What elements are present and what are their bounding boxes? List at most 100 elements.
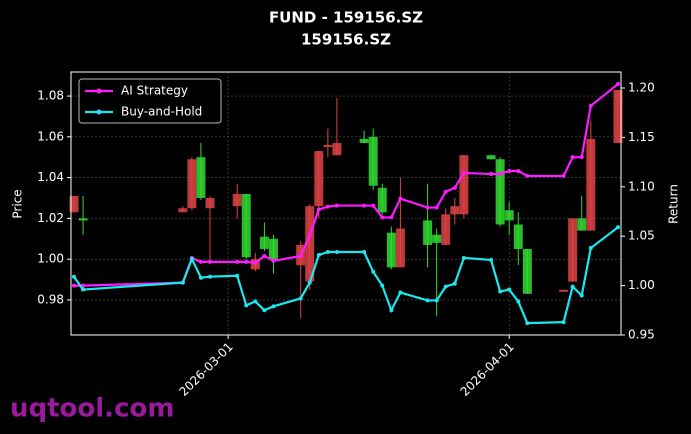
- candle-body: [205, 197, 215, 209]
- return-point: [371, 203, 376, 208]
- return-point: [525, 173, 530, 178]
- candle-body: [259, 236, 269, 249]
- candle-body: [459, 155, 469, 215]
- return-point: [262, 308, 267, 313]
- plot-frame: [70, 71, 622, 336]
- legend-marker: [96, 109, 102, 115]
- candle-body: [69, 195, 79, 213]
- return-point: [398, 196, 403, 201]
- return-point: [588, 246, 593, 251]
- return-point: [452, 185, 457, 190]
- return-point: [208, 259, 212, 264]
- return-point: [198, 259, 203, 264]
- x-tick-label: 2026-04-01: [458, 340, 517, 399]
- return-point: [235, 259, 240, 264]
- return-point: [262, 253, 267, 258]
- return-point: [588, 103, 593, 108]
- return-point: [235, 273, 240, 278]
- candle-body: [613, 89, 623, 143]
- return-point: [380, 283, 385, 288]
- return-point: [180, 280, 185, 285]
- return-point: [253, 260, 258, 265]
- legend-label: AI Strategy: [121, 84, 188, 98]
- return-point: [570, 284, 575, 289]
- return-point: [616, 225, 620, 230]
- candle-body: [386, 232, 396, 268]
- candle-body: [568, 218, 578, 282]
- return-point: [516, 168, 521, 173]
- return-point: [616, 82, 620, 87]
- return-line: [73, 226, 619, 325]
- return-point: [507, 287, 512, 292]
- return-point: [198, 275, 203, 280]
- return-point: [516, 299, 521, 304]
- return-point: [389, 308, 394, 313]
- candle-body: [332, 142, 342, 156]
- candle-body: [305, 206, 315, 282]
- return-point: [425, 298, 430, 303]
- y2-tick-label: 0.95: [628, 328, 655, 342]
- return-point: [425, 205, 430, 210]
- return-point: [461, 255, 466, 260]
- candle-body: [395, 228, 405, 268]
- candle-body: [359, 138, 369, 143]
- return-point: [371, 269, 376, 274]
- return-point: [189, 256, 194, 261]
- return-point: [244, 303, 249, 308]
- candle-body: [314, 151, 324, 207]
- return-point: [525, 321, 530, 326]
- x-tick-label: 2026-03-01: [177, 340, 236, 399]
- candle-body: [323, 144, 333, 148]
- candle-body: [432, 234, 442, 243]
- return-point: [461, 170, 466, 175]
- return-point: [579, 155, 584, 160]
- chart-subtitle: 159156.SZ: [301, 31, 391, 49]
- candle-body: [441, 214, 451, 245]
- return-point: [316, 207, 321, 212]
- legend-label: Buy-and-Hold: [121, 105, 202, 119]
- candle-body: [504, 210, 514, 221]
- return-point: [298, 253, 303, 258]
- candle-body: [268, 238, 278, 260]
- return-point: [434, 205, 439, 210]
- y2-tick-label: 1.05: [628, 229, 655, 243]
- return-point: [325, 250, 330, 255]
- return-point: [498, 171, 503, 176]
- return-point: [452, 281, 457, 286]
- legend-box: [78, 78, 222, 124]
- y2-axis-label: Return: [667, 184, 681, 224]
- return-point: [398, 290, 403, 295]
- candle-body: [559, 289, 569, 292]
- return-point: [570, 155, 575, 160]
- candle-body: [196, 157, 206, 198]
- candle-body: [486, 155, 496, 160]
- candle-body: [577, 218, 587, 231]
- return-point: [380, 215, 385, 220]
- return-point: [307, 280, 312, 285]
- y-axis-label: Price: [11, 189, 25, 218]
- return-point: [443, 189, 448, 194]
- return-point: [271, 258, 276, 263]
- return-point: [72, 274, 76, 279]
- candle-body: [513, 224, 523, 249]
- return-point: [489, 257, 494, 262]
- return-point: [72, 283, 76, 288]
- candle-body: [450, 206, 460, 215]
- return-point: [253, 299, 258, 304]
- candle-body: [78, 218, 88, 221]
- candle-body: [368, 136, 378, 186]
- return-point: [208, 274, 212, 279]
- return-point: [325, 204, 330, 209]
- return-point: [443, 284, 448, 289]
- return-point: [561, 320, 566, 325]
- candle-body: [423, 220, 433, 245]
- return-point: [389, 215, 394, 220]
- y-tick-label: 1.04: [37, 170, 64, 184]
- return-point: [81, 287, 86, 292]
- candle-body: [241, 193, 251, 258]
- watermark: uqtool.com: [10, 394, 174, 424]
- legend-marker: [96, 88, 102, 94]
- return-point: [307, 233, 312, 238]
- return-point: [244, 259, 249, 264]
- return-point: [561, 173, 566, 178]
